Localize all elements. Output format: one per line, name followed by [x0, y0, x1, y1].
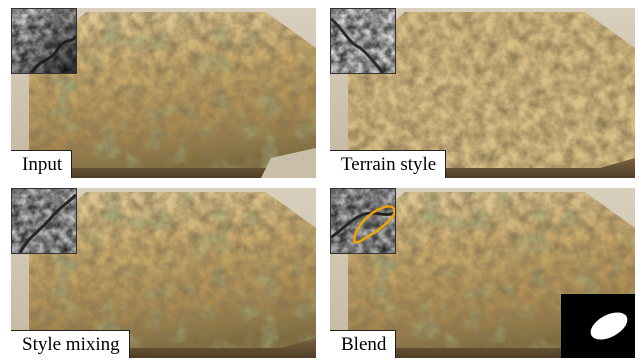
- terrain-panel-input: Input: [11, 8, 316, 178]
- panel-label: Style mixing: [11, 330, 130, 358]
- panel-label: Terrain style: [330, 150, 447, 178]
- heightmap-thumbnail: [11, 8, 77, 74]
- heightmap-thumbnail: [330, 188, 396, 254]
- selection-outline-icon: [352, 205, 395, 244]
- panel-label: Input: [11, 150, 73, 178]
- panel-label: Blend: [330, 330, 397, 358]
- heightmap-icon: [331, 9, 395, 73]
- heightmap-icon: [12, 189, 76, 253]
- terrain-panel-style: Terrain style: [330, 8, 635, 178]
- terrain-panel-style-mixing: Style mixing: [11, 188, 316, 358]
- heightmap-thumbnail: [11, 188, 77, 254]
- heightmap-icon: [12, 9, 76, 73]
- mask-icon: [561, 294, 635, 358]
- heightmap-icon: [331, 189, 395, 253]
- terrain-panel-blend: Blend: [330, 188, 635, 358]
- blend-mask-thumbnail: [561, 294, 635, 358]
- heightmap-thumbnail: [330, 8, 396, 74]
